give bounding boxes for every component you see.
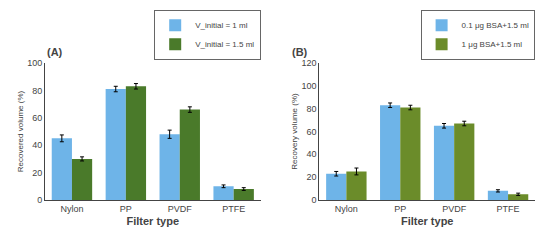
svg-text:Nylon: Nylon [60, 204, 83, 214]
svg-text:Filter type: Filter type [401, 215, 454, 227]
svg-text:(B): (B) [292, 46, 308, 58]
svg-text:PP: PP [120, 204, 132, 214]
svg-text:Recovery volume (%): Recovery volume (%) [290, 93, 299, 170]
svg-text:120: 120 [302, 58, 317, 68]
svg-text:100: 100 [302, 81, 317, 91]
svg-text:Recovered volume (%): Recovered volume (%) [16, 90, 25, 172]
svg-text:PVDF: PVDF [168, 204, 193, 214]
svg-text:1 μg BSA+1.5 ml: 1 μg BSA+1.5 ml [462, 40, 523, 49]
svg-text:80: 80 [307, 104, 317, 114]
svg-text:80: 80 [32, 86, 42, 96]
svg-text:PTFE: PTFE [497, 204, 520, 214]
svg-text:100: 100 [27, 58, 42, 68]
svg-text:PTFE: PTFE [222, 204, 245, 214]
svg-text:V_initial = 1.5 ml: V_initial = 1.5 ml [195, 40, 254, 49]
svg-text:60: 60 [32, 113, 42, 123]
svg-text:0.1 μg BSA+1.5 ml: 0.1 μg BSA+1.5 ml [462, 21, 529, 30]
svg-text:20: 20 [307, 172, 317, 182]
svg-text:0: 0 [37, 195, 42, 205]
svg-text:60: 60 [307, 127, 317, 137]
svg-text:(A): (A) [47, 46, 63, 58]
svg-text:40: 40 [32, 140, 42, 150]
svg-text:40: 40 [307, 149, 317, 159]
svg-text:20: 20 [32, 168, 42, 178]
svg-text:0: 0 [312, 195, 317, 205]
svg-text:PP: PP [394, 204, 406, 214]
svg-text:Filter type: Filter type [127, 215, 180, 227]
svg-text:PVDF: PVDF [442, 204, 467, 214]
svg-text:V_initial = 1 ml: V_initial = 1 ml [195, 21, 247, 30]
svg-text:Nylon: Nylon [335, 204, 358, 214]
